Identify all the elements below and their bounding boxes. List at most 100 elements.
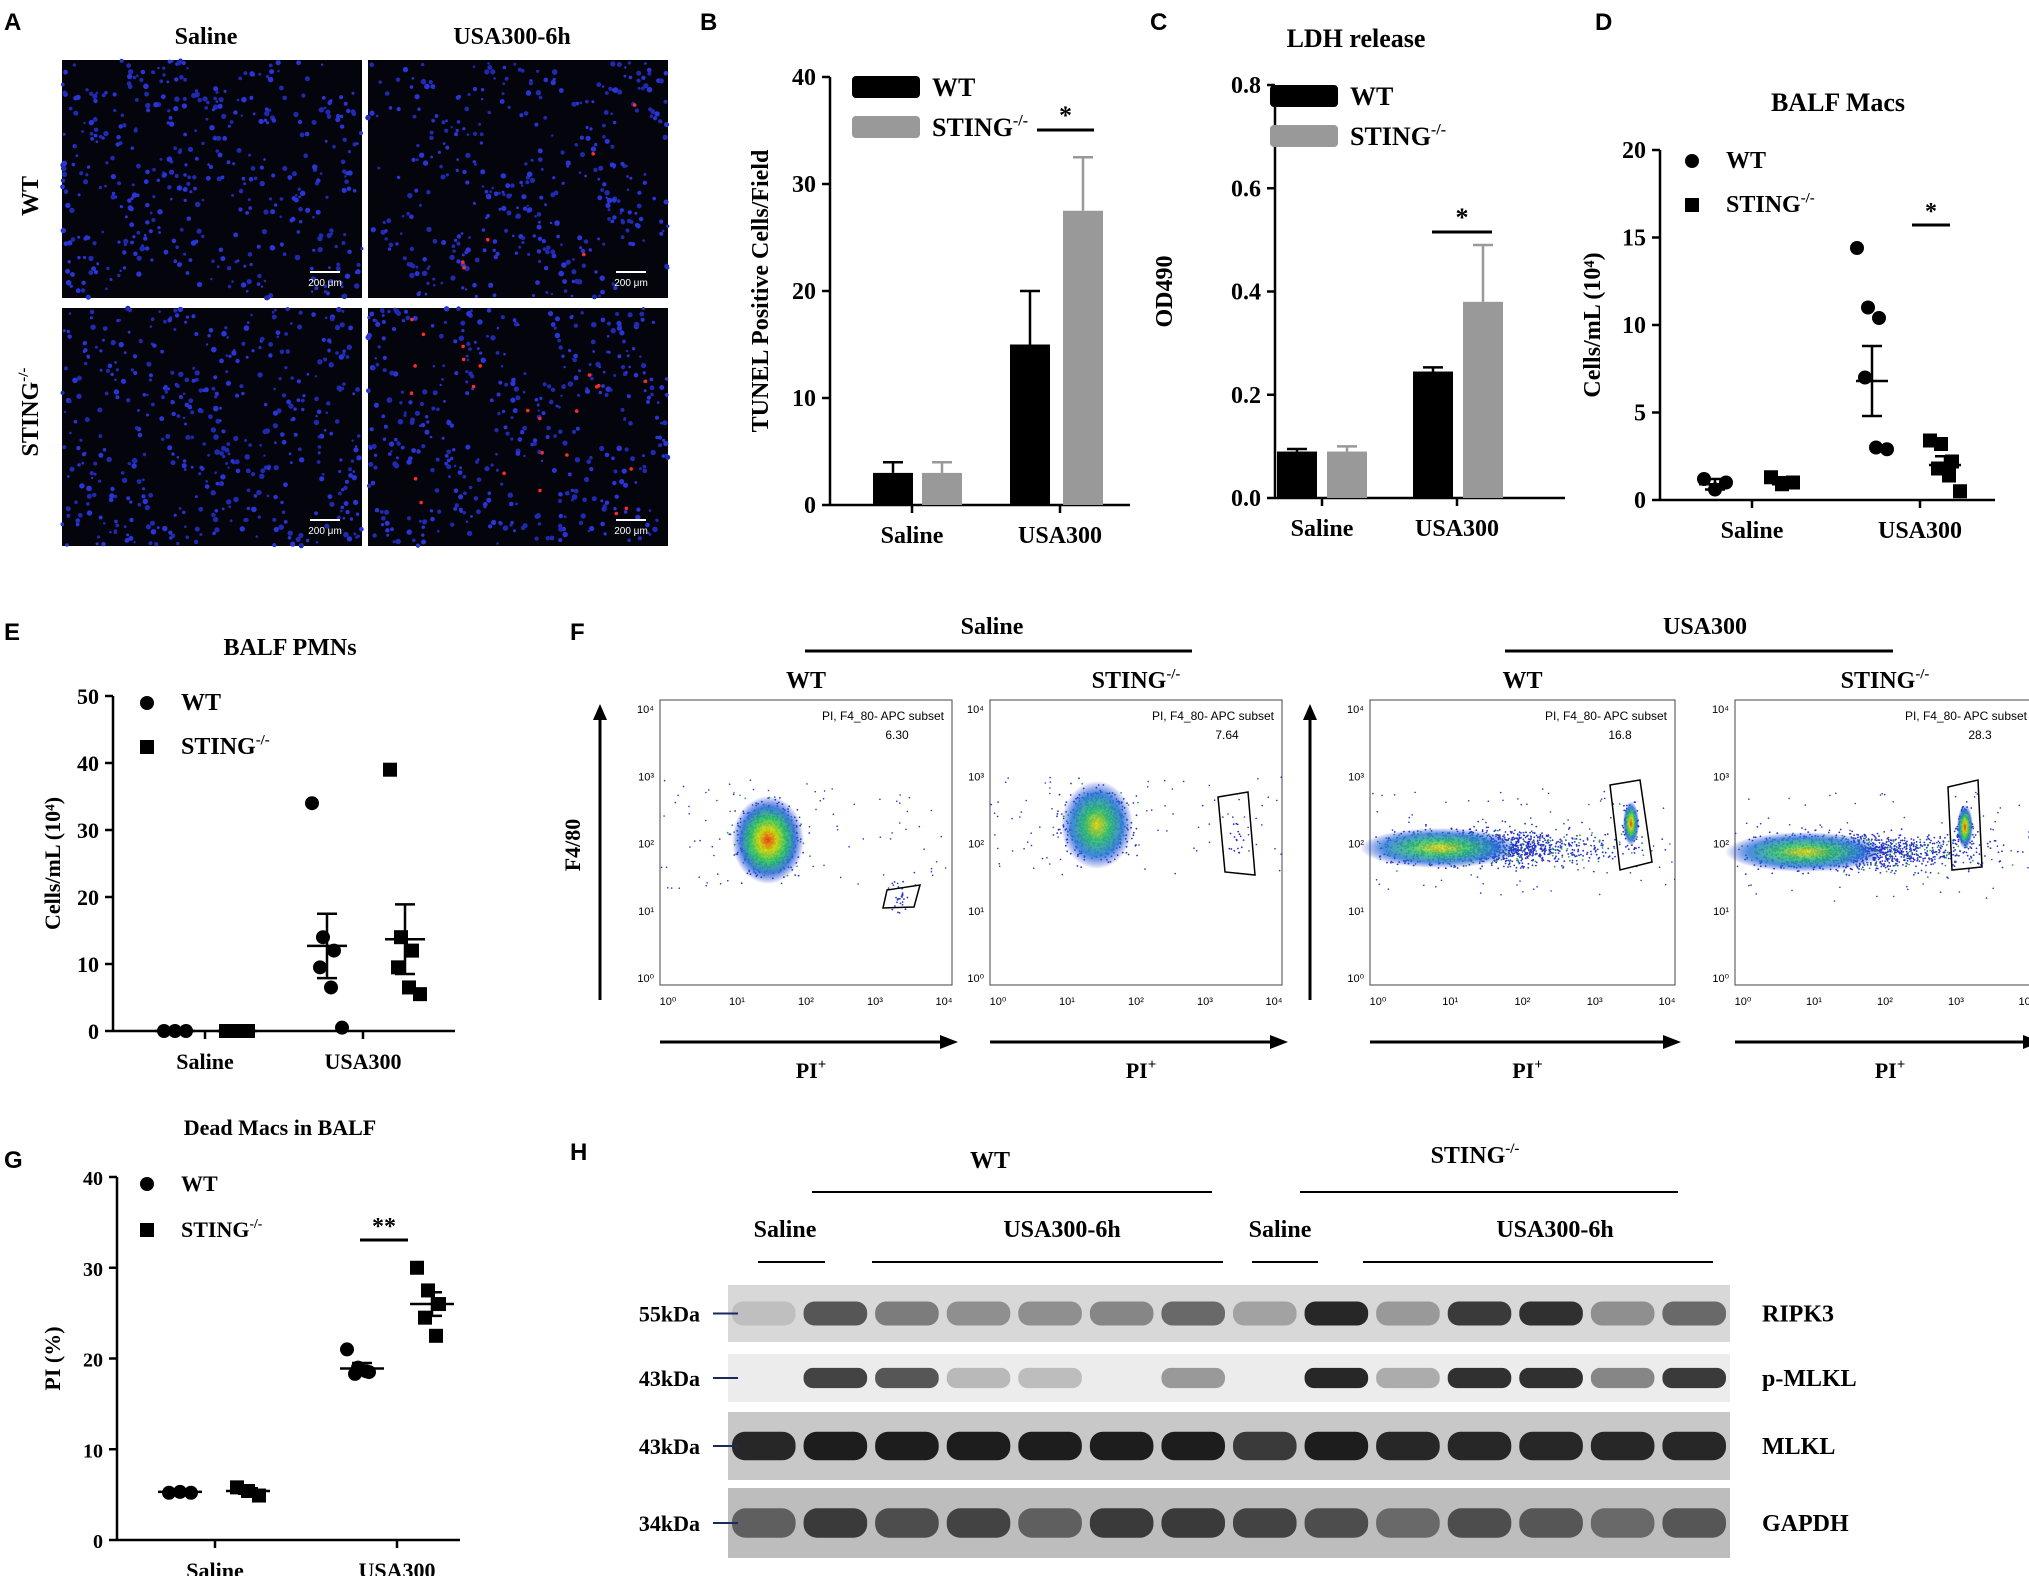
- nucleus-dot: [464, 250, 469, 255]
- nucleus-dot: [486, 334, 489, 338]
- nucleus-dot: [439, 164, 443, 169]
- flow-event: [891, 882, 894, 885]
- nucleus-dot: [227, 124, 231, 128]
- panel-letter-e: E: [4, 619, 20, 646]
- nucleus-dot: [213, 86, 219, 92]
- nucleus-dot: [616, 325, 622, 331]
- nucleus-dot: [377, 345, 381, 349]
- flow-event: [1522, 866, 1525, 869]
- nucleus-dot: [271, 173, 276, 178]
- flow-event: [1525, 831, 1527, 834]
- nucleus-dot: [535, 513, 541, 519]
- nucleus-dot: [453, 464, 457, 468]
- flow-event: [1278, 869, 1281, 872]
- flow-event: [814, 790, 816, 793]
- nucleus-dot: [323, 106, 327, 110]
- nucleus-dot: [117, 181, 122, 186]
- nucleus-dot: [199, 465, 204, 470]
- nucleus-dot: [486, 308, 492, 313]
- nucleus-dot: [339, 114, 344, 119]
- nucleus-dot: [117, 273, 121, 278]
- nucleus-dot: [651, 320, 656, 324]
- nucleus-dot: [221, 429, 226, 434]
- nucleus-dot: [273, 387, 277, 391]
- nucleus-dot: [128, 206, 134, 212]
- nucleus-dot: [366, 332, 372, 338]
- flow-event: [930, 809, 933, 812]
- tunel-dot: [461, 344, 465, 349]
- flow-event: [1506, 833, 1509, 836]
- flow-event: [1533, 842, 1536, 845]
- micrograph-image: [368, 308, 668, 546]
- nucleus-dot: [313, 419, 320, 426]
- flow-event: [1661, 838, 1664, 840]
- y-tick-label: 20: [1622, 138, 1646, 164]
- nucleus-dot: [336, 385, 342, 391]
- nucleus-dot: [499, 99, 505, 104]
- nucleus-dot: [532, 438, 538, 443]
- nucleus-dot: [382, 368, 387, 373]
- nucleus-dot: [445, 119, 448, 122]
- nucleus-dot: [406, 262, 411, 267]
- flow-event: [1025, 799, 1027, 802]
- y-tick-label: 0: [804, 493, 816, 519]
- flow-event: [1020, 811, 1023, 813]
- nucleus-dot: [347, 249, 352, 254]
- flow-event: [1526, 843, 1529, 846]
- nucleus-dot: [624, 66, 627, 69]
- nucleus-dot: [426, 190, 431, 195]
- nucleus-dot: [175, 384, 180, 388]
- legend-label: WT: [181, 1171, 218, 1196]
- nucleus-dot: [110, 372, 114, 377]
- nucleus-dot: [341, 309, 345, 313]
- nucleus-dot: [235, 358, 240, 364]
- nucleus-dot: [132, 75, 137, 80]
- nucleus-dot: [534, 215, 537, 218]
- nucleus-dot: [321, 472, 325, 476]
- bar: [873, 472, 913, 505]
- nucleus-dot: [106, 456, 112, 463]
- nucleus-dot: [432, 277, 436, 281]
- nucleus-dot: [88, 270, 94, 276]
- nucleus-dot: [318, 107, 324, 113]
- flow-x-tick: 10⁴: [1659, 996, 1676, 1008]
- nucleus-dot: [605, 196, 608, 199]
- nucleus-dot: [424, 292, 428, 296]
- nucleus-dot: [342, 169, 347, 174]
- nucleus-dot: [497, 411, 501, 416]
- nucleus-dot: [479, 132, 484, 137]
- nucleus-dot: [198, 506, 204, 512]
- nucleus-dot: [612, 120, 617, 125]
- flow-event: [1587, 860, 1590, 862]
- flow-event: [848, 846, 850, 848]
- nucleus-dot: [86, 236, 91, 240]
- nucleus-dot: [167, 445, 173, 451]
- nucleus-dot: [646, 86, 653, 93]
- nucleus-dot: [235, 393, 240, 398]
- nucleus-dot: [109, 278, 113, 281]
- nucleus-dot: [96, 262, 100, 266]
- nucleus-dot: [334, 244, 338, 249]
- nucleus-dot: [597, 237, 600, 241]
- nucleus-dot: [290, 541, 296, 547]
- flow-event: [718, 838, 721, 840]
- arrow-head: [593, 704, 607, 720]
- flow-event: [749, 779, 752, 781]
- nucleus-dot: [110, 194, 116, 200]
- scale-bar-label: 200 μm: [614, 278, 648, 289]
- flow-x-tick: 10⁰: [990, 996, 1007, 1008]
- nucleus-dot: [619, 208, 624, 213]
- nucleus-dot: [402, 256, 407, 261]
- nucleus-dot: [186, 67, 189, 70]
- nucleus-dot: [494, 428, 499, 433]
- flow-event: [1554, 852, 1557, 854]
- nucleus-dot: [359, 526, 364, 532]
- panel-f: Saline USA300 F4/80 WT10⁴10³10²10¹10⁰10⁰…: [560, 614, 2029, 1083]
- nucleus-dot: [328, 279, 334, 284]
- flow-event: [1166, 830, 1168, 832]
- nucleus-dot: [335, 266, 341, 271]
- nucleus-dot: [584, 476, 590, 483]
- nucleus-dot: [625, 164, 628, 168]
- nucleus-dot: [304, 76, 310, 82]
- nucleus-dot: [245, 211, 250, 215]
